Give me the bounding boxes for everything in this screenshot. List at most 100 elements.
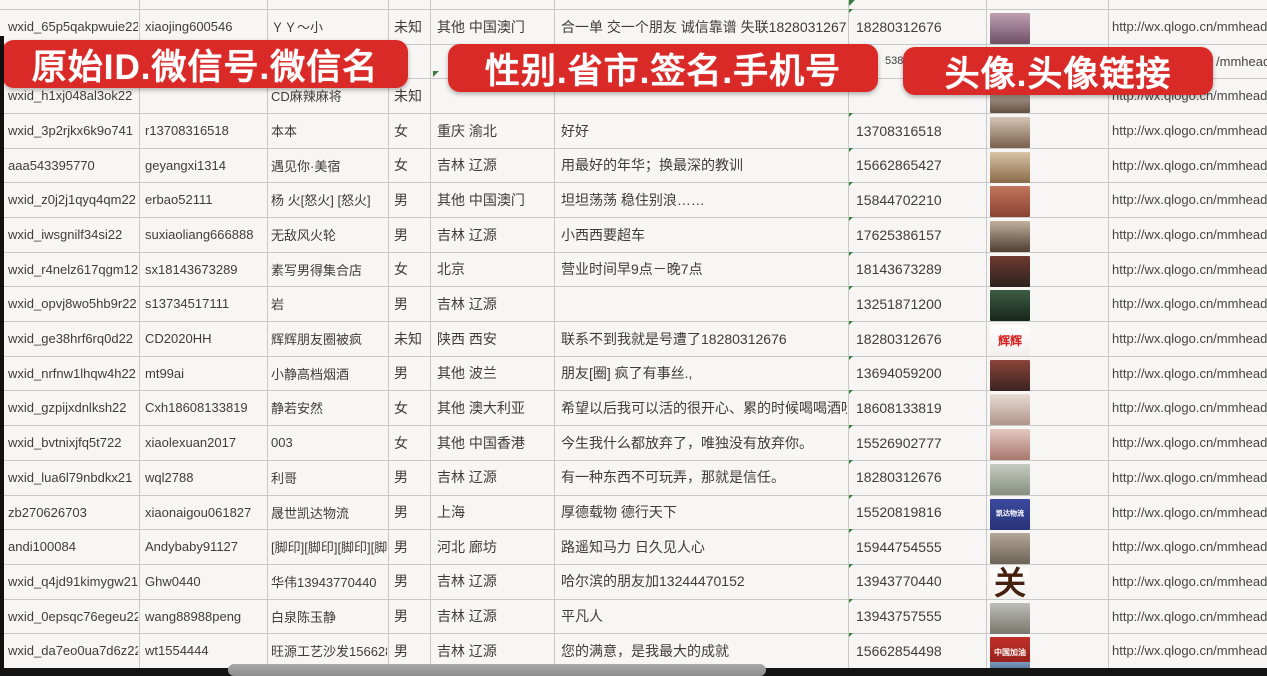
cell-phone[interactable]: 15844702210 bbox=[849, 182, 985, 217]
cell-signature[interactable]: 路遥知马力 日久见人心 bbox=[561, 538, 705, 555]
cell-wechat-name[interactable]: 旺源工艺沙发15662854 bbox=[271, 644, 387, 660]
cell-wechat-name[interactable]: 辉辉朋友圈被疯 bbox=[271, 332, 363, 348]
cell-phone[interactable]: 13251871200 bbox=[849, 286, 985, 321]
cell-region[interactable]: 吉林 辽源 bbox=[437, 295, 497, 312]
cell-phone[interactable]: 18143673289 bbox=[849, 251, 985, 287]
cell-region[interactable]: 其他 中国澳门 bbox=[437, 18, 525, 35]
cell-phone[interactable]: 15944754555 bbox=[849, 529, 985, 564]
cell-wechat-id[interactable]: CD2020HH bbox=[145, 331, 212, 347]
cell-phone[interactable]: 13708316518 bbox=[849, 113, 985, 148]
cell-signature[interactable]: 希望以后我可以活的很开心、累的时候喝喝酒吹吹[ bbox=[561, 399, 847, 416]
cell-gender[interactable]: 未知 bbox=[394, 18, 422, 35]
cell-avatar-url[interactable]: http://wx.qlogo.cn/mmhead bbox=[1112, 400, 1267, 416]
cell-gender[interactable]: 男 bbox=[394, 642, 408, 659]
cell-phone[interactable]: 15662865427 bbox=[849, 147, 985, 183]
cell-wechat-id[interactable]: wql2788 bbox=[145, 469, 194, 485]
cell-signature[interactable]: 联系不到我就是号遭了18280312676 bbox=[561, 330, 787, 347]
cell-region[interactable]: 吉林 辽源 bbox=[437, 642, 497, 659]
cell-original-id[interactable]: wxid_gzpijxdnlksh22 bbox=[8, 400, 127, 416]
cell-gender[interactable]: 男 bbox=[394, 504, 408, 521]
cell-region[interactable]: 吉林 辽源 bbox=[437, 469, 497, 486]
avatar-image-boy-in-car-photo[interactable] bbox=[990, 221, 1030, 253]
cell-phone[interactable]: 15662854498 bbox=[849, 633, 985, 668]
cell-phone[interactable]: 13694059200 bbox=[849, 355, 985, 391]
cell-signature[interactable]: 朋友[圈] 疯了有事丝., bbox=[561, 365, 693, 382]
cell-wechat-id[interactable]: s13734517111 bbox=[145, 296, 230, 312]
cell-original-id[interactable]: wxid_opvj8wo5hb9r22 bbox=[8, 296, 137, 312]
cell-phone[interactable]: 13943757555 bbox=[849, 598, 985, 634]
cell-avatar-url[interactable]: http://wx.qlogo.cn/mmhead bbox=[1112, 573, 1267, 589]
cell-avatar-url[interactable]: http://wx.qlogo.cn/mmhead bbox=[1112, 123, 1267, 139]
cell-gender[interactable]: 女 bbox=[394, 122, 408, 139]
cell-region[interactable]: 吉林 辽源 bbox=[437, 226, 497, 243]
avatar-image-girl-selfie-photo[interactable] bbox=[990, 394, 1030, 426]
cell-signature[interactable]: 有一种东西不可玩弄，那就是信任。 bbox=[561, 469, 785, 486]
cell-avatar-url[interactable]: http://wx.qlogo.cn/mmhead bbox=[1112, 469, 1267, 485]
cell-phone[interactable]: 13943770440 bbox=[849, 563, 985, 599]
cell-wechat-name[interactable]: ＹＹ～小 bbox=[271, 20, 324, 35]
cell-wechat-name[interactable]: 素写男得集合店 bbox=[271, 262, 363, 278]
avatar-image-white-card-red-text[interactable]: 辉辉 bbox=[990, 325, 1030, 357]
cell-wechat-id[interactable]: xiaonaigou061827 bbox=[145, 504, 252, 520]
cell-signature[interactable]: 今生我什么都放弃了，唯独没有放弃你。 bbox=[561, 434, 813, 451]
cell-gender[interactable]: 男 bbox=[394, 608, 408, 625]
cell-gender[interactable]: 女 bbox=[394, 157, 408, 174]
cell-avatar-url[interactable]: http://wx.qlogo.cn/mmhead bbox=[1112, 539, 1267, 555]
cell-region[interactable]: 吉林 辽源 bbox=[437, 608, 497, 625]
cell-wechat-id[interactable]: Andybaby91127 bbox=[145, 539, 239, 555]
cell-original-id[interactable]: wxid_h1xj048al3ok22 bbox=[8, 88, 133, 104]
cell-original-id[interactable]: wxid_da7eo0ua7d6z22 bbox=[8, 643, 138, 659]
avatar-image-calligraphy-guan-character[interactable]: 关 bbox=[990, 567, 1030, 599]
cell-gender[interactable]: 男 bbox=[394, 469, 408, 486]
cell-wechat-id[interactable]: geyangxi1314 bbox=[145, 157, 226, 173]
cell-wechat-name[interactable]: 白泉陈玉静 bbox=[271, 609, 337, 625]
cell-wechat-id[interactable]: xiaojing600546 bbox=[145, 19, 233, 34]
cell-wechat-name[interactable]: 小静高档烟酒 bbox=[271, 366, 350, 382]
cell-avatar-url[interactable]: http://wx.qlogo.cn/mmhead bbox=[1112, 643, 1267, 659]
cell-wechat-name[interactable]: 无敌风火轮 bbox=[271, 228, 337, 244]
cell-avatar-url[interactable]: http://wx.qlogo.cn/mmhead bbox=[1112, 435, 1267, 451]
cell-region[interactable]: 其他 中国香港 bbox=[437, 434, 525, 451]
cell-signature[interactable]: 您的满意，是我最大的成就 bbox=[561, 642, 729, 659]
cell-avatar-url[interactable]: http://wx.qlogo.cn/mmhead bbox=[1112, 157, 1267, 173]
cell-gender[interactable]: 男 bbox=[394, 226, 408, 243]
cell-phone[interactable]: 18280312676 bbox=[849, 321, 985, 356]
avatar-image-green-road-sign-photo[interactable] bbox=[990, 290, 1030, 322]
cell-wechat-name[interactable]: 岩 bbox=[271, 297, 285, 313]
cell-avatar-url[interactable]: http://wx.qlogo.cn/mmhead bbox=[1112, 504, 1267, 520]
avatar-image-girl-selfie-pink-photo[interactable] bbox=[990, 429, 1030, 461]
cell-original-id[interactable]: wxid_iwsgnilf34si22 bbox=[8, 227, 123, 243]
cell-gender[interactable]: 男 bbox=[394, 538, 408, 555]
cell-wechat-id[interactable]: wang88988peng bbox=[145, 608, 242, 624]
avatar-image-gray-person-photo[interactable] bbox=[990, 602, 1030, 634]
cell-original-id[interactable]: wxid_3p2rjkx6k9o741 bbox=[8, 123, 134, 139]
cell-original-id[interactable]: zb270626703 bbox=[8, 504, 87, 520]
cell-signature[interactable]: 营业时间早9点－晚7点 bbox=[561, 261, 703, 278]
cell-wechat-name[interactable]: 杨 火[怒火] [怒火] bbox=[271, 193, 371, 209]
cell-wechat-name[interactable]: [脚印][脚印][脚印][脚印] bbox=[271, 540, 387, 556]
avatar-image-girl-portrait-photo[interactable] bbox=[990, 13, 1030, 44]
cell-original-id[interactable]: wxid_z0j2j1qyq4qm22 bbox=[8, 192, 136, 208]
cell-gender[interactable]: 男 bbox=[394, 365, 408, 382]
cell-phone[interactable]: 18280312676 bbox=[849, 459, 985, 495]
horizontal-scrollbar-thumb[interactable] bbox=[228, 664, 766, 676]
cell-signature[interactable]: 厚德载物 德行天下 bbox=[561, 504, 677, 521]
cell-original-id[interactable]: andi100084 bbox=[8, 539, 76, 555]
cell-wechat-id[interactable]: erbao52111 bbox=[145, 192, 213, 208]
cell-region[interactable]: 上海 bbox=[437, 504, 465, 521]
cell-region[interactable]: 其他 中国澳门 bbox=[437, 191, 525, 208]
cell-gender[interactable]: 女 bbox=[394, 434, 408, 451]
avatar-image-bride-flowers-photo[interactable] bbox=[990, 151, 1030, 183]
cell-avatar-url[interactable]: http://wx.qlogo.cn/mmhead bbox=[1112, 261, 1267, 277]
cell-avatar-url[interactable]: http://wx.qlogo.cn/mmhead bbox=[1112, 192, 1267, 208]
cell-region[interactable]: 吉林 辽源 bbox=[437, 157, 497, 174]
cell-wechat-id[interactable]: r13708316518 bbox=[145, 123, 229, 139]
cell-signature[interactable]: 合一单 交一个朋友 诚信靠谱 失联18280312676 bbox=[561, 18, 847, 35]
avatar-image-man-white-cap-photo[interactable] bbox=[990, 463, 1030, 495]
cell-gender[interactable]: 男 bbox=[394, 295, 408, 312]
cell-original-id[interactable]: wxid_r4nelz617qgm12 bbox=[8, 261, 138, 277]
cell-wechat-id[interactable]: Cxh18608133819 bbox=[145, 400, 248, 416]
cell-region[interactable]: 吉林 辽源 bbox=[437, 573, 497, 590]
cell-phone[interactable]: 15526902777 bbox=[849, 425, 985, 460]
cell-wechat-name[interactable]: 华伟13943770440 bbox=[271, 574, 377, 590]
